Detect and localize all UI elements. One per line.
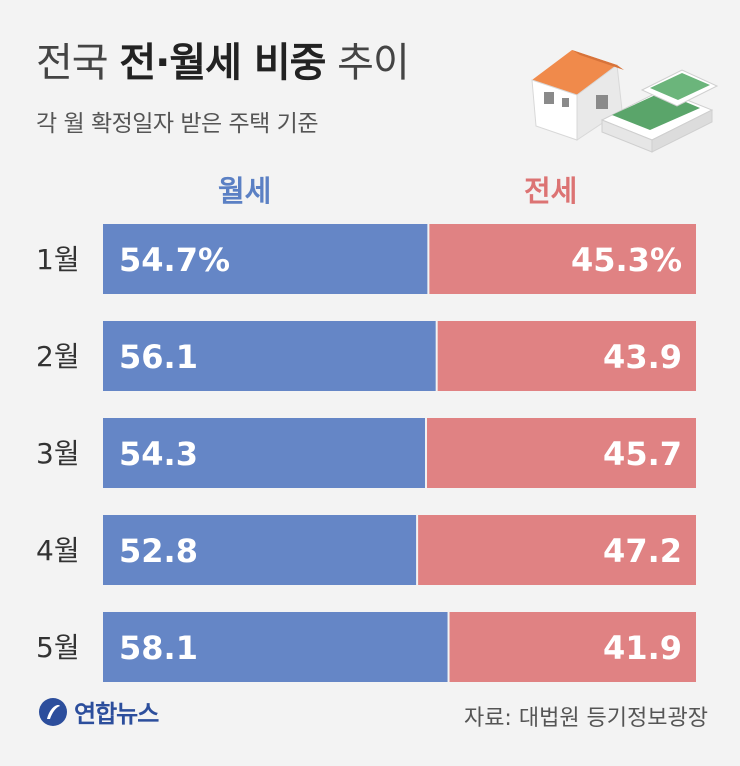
value-label-monthly: 52.8	[119, 532, 198, 570]
bar-jeonse	[449, 612, 696, 682]
month-label: 2월	[36, 340, 80, 373]
bar-monthly	[103, 418, 425, 488]
value-label-jeonse: 47.2	[603, 532, 682, 570]
logo-text: 연합뉴스	[74, 700, 159, 728]
bar-jeonse	[426, 418, 696, 488]
month-label: 4월	[36, 534, 80, 567]
chart-subtitle: 각 월 확정일자 받은 주택 기준	[36, 111, 318, 137]
bar-monthly	[103, 515, 417, 585]
bar-jeonse	[437, 321, 696, 391]
value-label-monthly: 56.1	[119, 338, 198, 376]
value-label-jeonse: 41.9	[603, 629, 682, 667]
chart-title: 전국 전·월세 비중 추이	[36, 30, 410, 88]
value-label-monthly: 54.7%	[119, 241, 230, 279]
bar-monthly	[103, 321, 436, 391]
bar-monthly	[103, 224, 428, 294]
month-label: 5월	[36, 631, 80, 664]
month-label: 1월	[36, 243, 80, 276]
value-label-monthly: 58.1	[119, 629, 198, 667]
bar-jeonse	[429, 224, 696, 294]
title-part-1: 전국	[36, 40, 120, 86]
month-label: 3월	[36, 437, 80, 470]
yonhap-logo-icon	[39, 697, 67, 726]
value-label-monthly: 54.3	[119, 435, 198, 473]
bar-monthly	[103, 612, 448, 682]
title-part-bold: 전·월세 비중	[119, 40, 326, 86]
source-note: 자료: 대법원 등기정보광장	[463, 706, 708, 731]
value-label-jeonse: 45.7	[603, 435, 682, 473]
yonhap-logo: 연합뉴스	[38, 694, 159, 729]
bar-jeonse	[418, 515, 696, 585]
title-part-2: 추이	[325, 40, 410, 86]
value-label-jeonse: 45.3%	[571, 241, 682, 279]
value-label-jeonse: 43.9	[603, 338, 682, 376]
house-money-illustration	[531, 50, 719, 153]
legend-jeonse: 전세	[524, 174, 578, 208]
legend-monthly: 월세	[218, 174, 272, 208]
